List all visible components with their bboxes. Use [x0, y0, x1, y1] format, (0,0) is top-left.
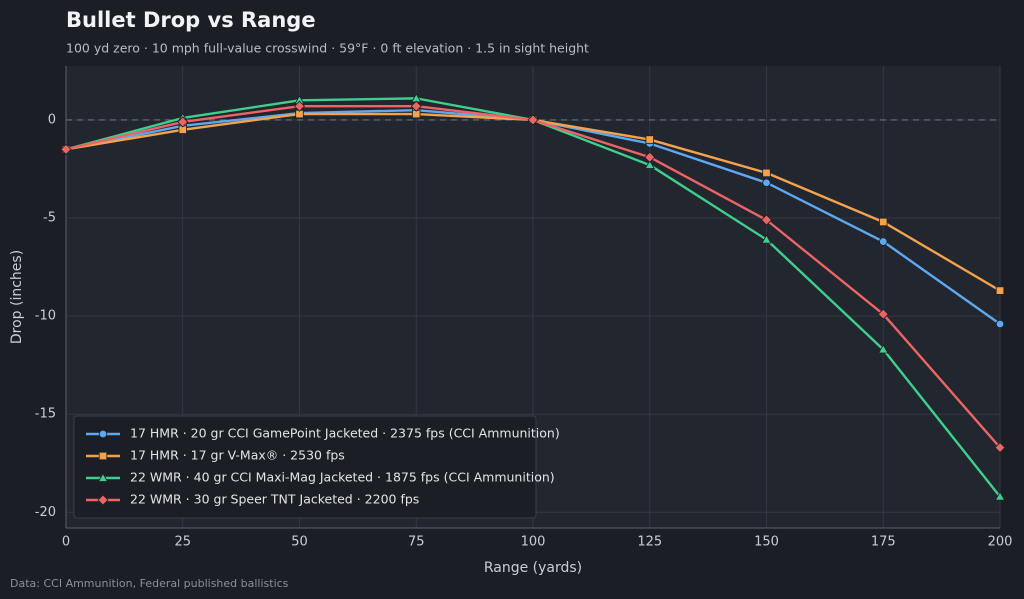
legend-label: 22 WMR · 30 gr Speer TNT Jacketed · 2200…: [130, 492, 419, 507]
marker: [97, 494, 109, 506]
chart-subtitle: 100 yd zero · 10 mph full-value crosswin…: [66, 41, 589, 56]
marker: [410, 100, 422, 112]
x-tick-label: 150: [754, 535, 779, 550]
marker: [877, 308, 889, 320]
marker: [761, 234, 772, 244]
legend-label: 22 WMR · 40 gr CCI Maxi-Mag Jacketed · 1…: [130, 470, 555, 485]
x-tick-label: 100: [521, 535, 546, 550]
marker: [644, 151, 656, 163]
marker: [60, 143, 72, 155]
x-tick-label: 50: [291, 535, 308, 550]
marker: [760, 214, 773, 226]
legend-box: [73, 415, 537, 519]
x-tick-label: 25: [174, 535, 191, 550]
x-tick-label: 75: [408, 535, 425, 550]
marker: [879, 237, 888, 246]
legend-label: 17 HMR · 20 gr CCI GamePoint Jacketed · …: [130, 426, 560, 441]
marker: [177, 116, 189, 128]
x-tick-label: 0: [62, 535, 70, 550]
y-tick-label: -20: [35, 505, 56, 520]
marker: [98, 429, 108, 439]
y-axis-label: Drop (inches): [9, 250, 25, 344]
chart-title: Bullet Drop vs Range: [66, 8, 316, 32]
x-tick-label: 200: [988, 535, 1013, 550]
source-note: Data: CCI Ammunition, Federal published …: [10, 577, 289, 590]
y-tick-label: -5: [43, 211, 56, 226]
marker: [645, 135, 654, 144]
y-tick-label: -10: [35, 309, 56, 324]
marker: [293, 100, 306, 112]
marker: [994, 491, 1006, 501]
marker: [994, 442, 1006, 454]
marker: [98, 451, 108, 461]
x-tick-label: 175: [871, 535, 896, 550]
marker: [995, 286, 1005, 295]
marker: [878, 344, 889, 354]
marker: [97, 472, 109, 482]
marker: [762, 178, 771, 187]
y-tick-label: -15: [35, 407, 56, 422]
marker: [995, 319, 1005, 329]
marker: [762, 168, 771, 178]
marker: [527, 114, 539, 126]
marker: [879, 217, 888, 227]
marker: [644, 159, 655, 169]
x-tick-label: 125: [637, 535, 662, 550]
y-tick-label: 0: [48, 112, 56, 127]
x-axis-label: Range (yards): [484, 560, 582, 576]
legend-label: 17 HMR · 17 gr V-Max® · 2530 fps: [130, 448, 345, 463]
